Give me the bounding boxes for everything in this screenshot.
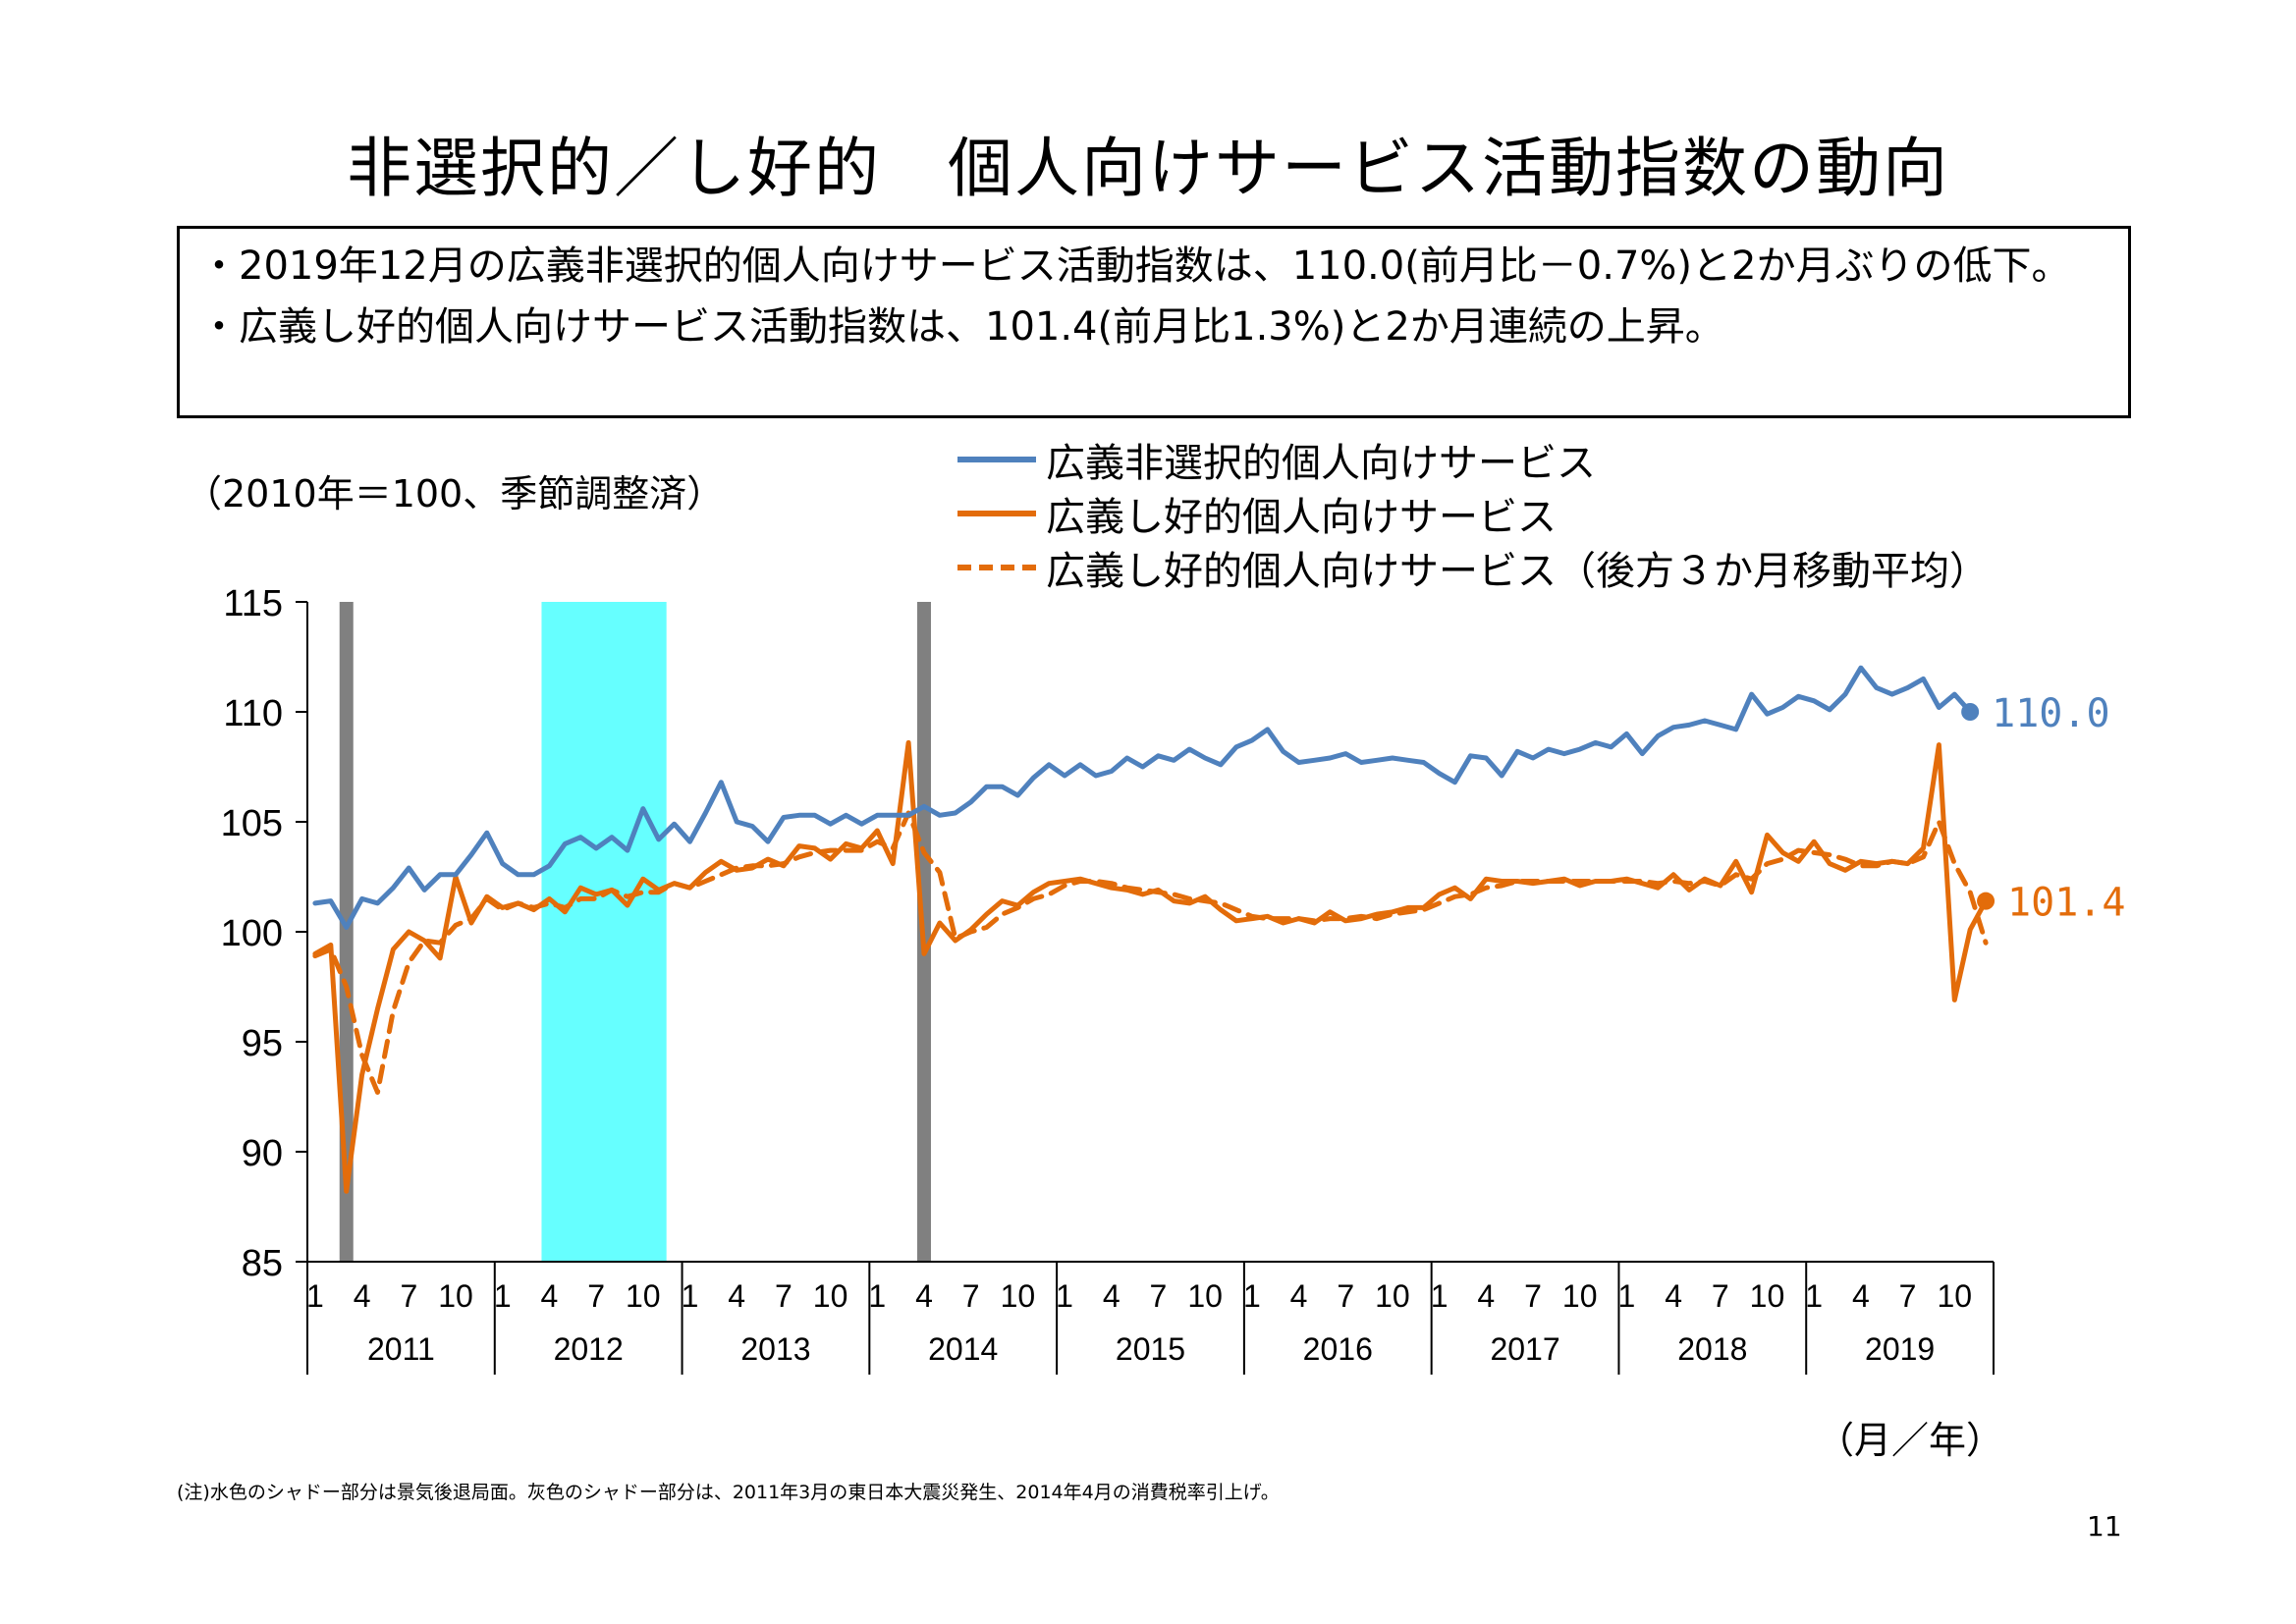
page-title: 非選択的／し好的 個人向けサービス活動指数の動向 xyxy=(347,131,1949,206)
year-label-2011: 2011 xyxy=(367,1331,435,1367)
legend-swatch-orange-dashed xyxy=(957,564,1036,570)
summary-box: ・2019年12月の広義非選択的個人向けサービス活動指数は、110.0(前月比－… xyxy=(177,226,2131,418)
y-tick-label-95: 95 xyxy=(242,1023,283,1064)
series-end-point-1 xyxy=(1977,892,1995,910)
x-tick-label-2013-7: 7 xyxy=(775,1278,793,1314)
y-tick-label-100: 100 xyxy=(221,913,283,954)
x-tick-label-2017-4: 4 xyxy=(1477,1278,1495,1314)
x-tick-label-2016-1: 1 xyxy=(1243,1278,1261,1314)
series-end-point-0 xyxy=(1961,703,1980,721)
series-line-1 xyxy=(312,739,1989,1194)
x-tick-label-2013-1: 1 xyxy=(682,1278,699,1314)
year-label-2015: 2015 xyxy=(1116,1331,1185,1367)
x-tick-label-2011-7: 7 xyxy=(400,1278,417,1314)
shade-cyan-1 xyxy=(541,602,667,1262)
x-tick-label-2017-1: 1 xyxy=(1431,1278,1449,1314)
x-unit-label: （月／年） xyxy=(1817,1419,2004,1462)
x-tick-label-2014-4: 4 xyxy=(915,1278,933,1314)
x-tick-label-2017-10: 10 xyxy=(1562,1278,1598,1314)
x-tick-label-2018-4: 4 xyxy=(1665,1278,1682,1314)
year-label-2017: 2017 xyxy=(1490,1331,1559,1367)
legend-item-moving-average: 広義し好的個人向けサービス（後方３か月移動平均） xyxy=(957,540,1989,594)
x-tick-label-2014-7: 7 xyxy=(962,1278,980,1314)
legend-label-moving-average: 広義し好的個人向けサービス（後方３か月移動平均） xyxy=(1046,548,1989,594)
x-tick-label-2013-10: 10 xyxy=(813,1278,848,1314)
x-tick-label-2013-4: 4 xyxy=(728,1278,745,1314)
page-number: 11 xyxy=(2087,1510,2122,1543)
x-tick-label-2019-4: 4 xyxy=(1852,1278,1870,1314)
x-tick-label-2018-7: 7 xyxy=(1712,1278,1729,1314)
x-tick-label-2015-1: 1 xyxy=(1056,1278,1073,1314)
year-label-2012: 2012 xyxy=(554,1331,624,1367)
x-tick-label-2011-1: 1 xyxy=(306,1278,324,1314)
x-tick-label-2012-4: 4 xyxy=(541,1278,559,1314)
x-tick-label-2018-1: 1 xyxy=(1617,1278,1635,1314)
x-tick-label-2014-1: 1 xyxy=(868,1278,886,1314)
x-tick-label-2016-7: 7 xyxy=(1337,1278,1354,1314)
y-tick-label-110: 110 xyxy=(223,693,283,734)
x-tick-label-2016-4: 4 xyxy=(1290,1278,1308,1314)
x-tick-label-2019-10: 10 xyxy=(1937,1278,1972,1314)
legend-label-nonselective: 広義非選択的個人向けサービス xyxy=(1046,440,1596,486)
legend-label-discretionary: 広義し好的個人向けサービス xyxy=(1046,494,1557,540)
legend-swatch-blue xyxy=(957,456,1036,462)
summary-line-1: ・2019年12月の広義非選択的個人向けサービス活動指数は、110.0(前月比－… xyxy=(199,244,2071,289)
y-tick-label-90: 90 xyxy=(242,1133,283,1174)
x-tick-label-2019-1: 1 xyxy=(1805,1278,1823,1314)
x-tick-label-2012-7: 7 xyxy=(587,1278,605,1314)
year-label-2019: 2019 xyxy=(1865,1331,1935,1367)
x-tick-label-2015-10: 10 xyxy=(1187,1278,1223,1314)
unit-label: （2010年＝100、季節調整済） xyxy=(185,472,725,515)
footnote: (注)水色のシャドー部分は景気後退局面。灰色のシャドー部分は、2011年3月の東… xyxy=(177,1482,1280,1503)
year-label-2013: 2013 xyxy=(740,1331,810,1367)
y-tick-label-85: 85 xyxy=(242,1243,283,1284)
legend-item-discretionary: 広義し好的個人向けサービス xyxy=(957,486,1989,540)
x-tick-label-2016-10: 10 xyxy=(1375,1278,1410,1314)
chart-legend: 広義非選択的個人向けサービス 広義し好的個人向けサービス 広義し好的個人向けサー… xyxy=(957,432,1989,594)
x-tick-label-2011-10: 10 xyxy=(438,1278,473,1314)
year-label-2016: 2016 xyxy=(1303,1331,1373,1367)
y-tick-label-105: 105 xyxy=(221,803,283,844)
x-tick-label-2019-7: 7 xyxy=(1899,1278,1917,1314)
x-tick-label-2011-4: 4 xyxy=(354,1278,371,1314)
x-tick-label-2018-10: 10 xyxy=(1750,1278,1785,1314)
x-tick-label-2014-10: 10 xyxy=(1001,1278,1036,1314)
year-label-2018: 2018 xyxy=(1677,1331,1747,1367)
series-line-0 xyxy=(312,665,1973,930)
x-tick-label-2012-1: 1 xyxy=(494,1278,512,1314)
series-end-label-0: 110.0 xyxy=(1992,691,2109,736)
legend-swatch-orange xyxy=(957,510,1036,516)
x-tick-label-2015-4: 4 xyxy=(1103,1278,1121,1314)
x-tick-label-2012-10: 10 xyxy=(626,1278,661,1314)
year-label-2014: 2014 xyxy=(928,1331,998,1367)
shade-gray-0 xyxy=(339,602,354,1262)
x-tick-label-2015-7: 7 xyxy=(1150,1278,1168,1314)
summary-line-2: ・広義し好的個人向けサービス活動指数は、101.4(前月比1.3%)と2か月連続… xyxy=(199,304,1724,350)
y-tick-label-115: 115 xyxy=(223,583,283,624)
x-tick-label-2017-7: 7 xyxy=(1524,1278,1542,1314)
series-end-label-1: 101.4 xyxy=(2007,881,2125,926)
legend-item-nonselective: 広義非選択的個人向けサービス xyxy=(957,432,1989,486)
